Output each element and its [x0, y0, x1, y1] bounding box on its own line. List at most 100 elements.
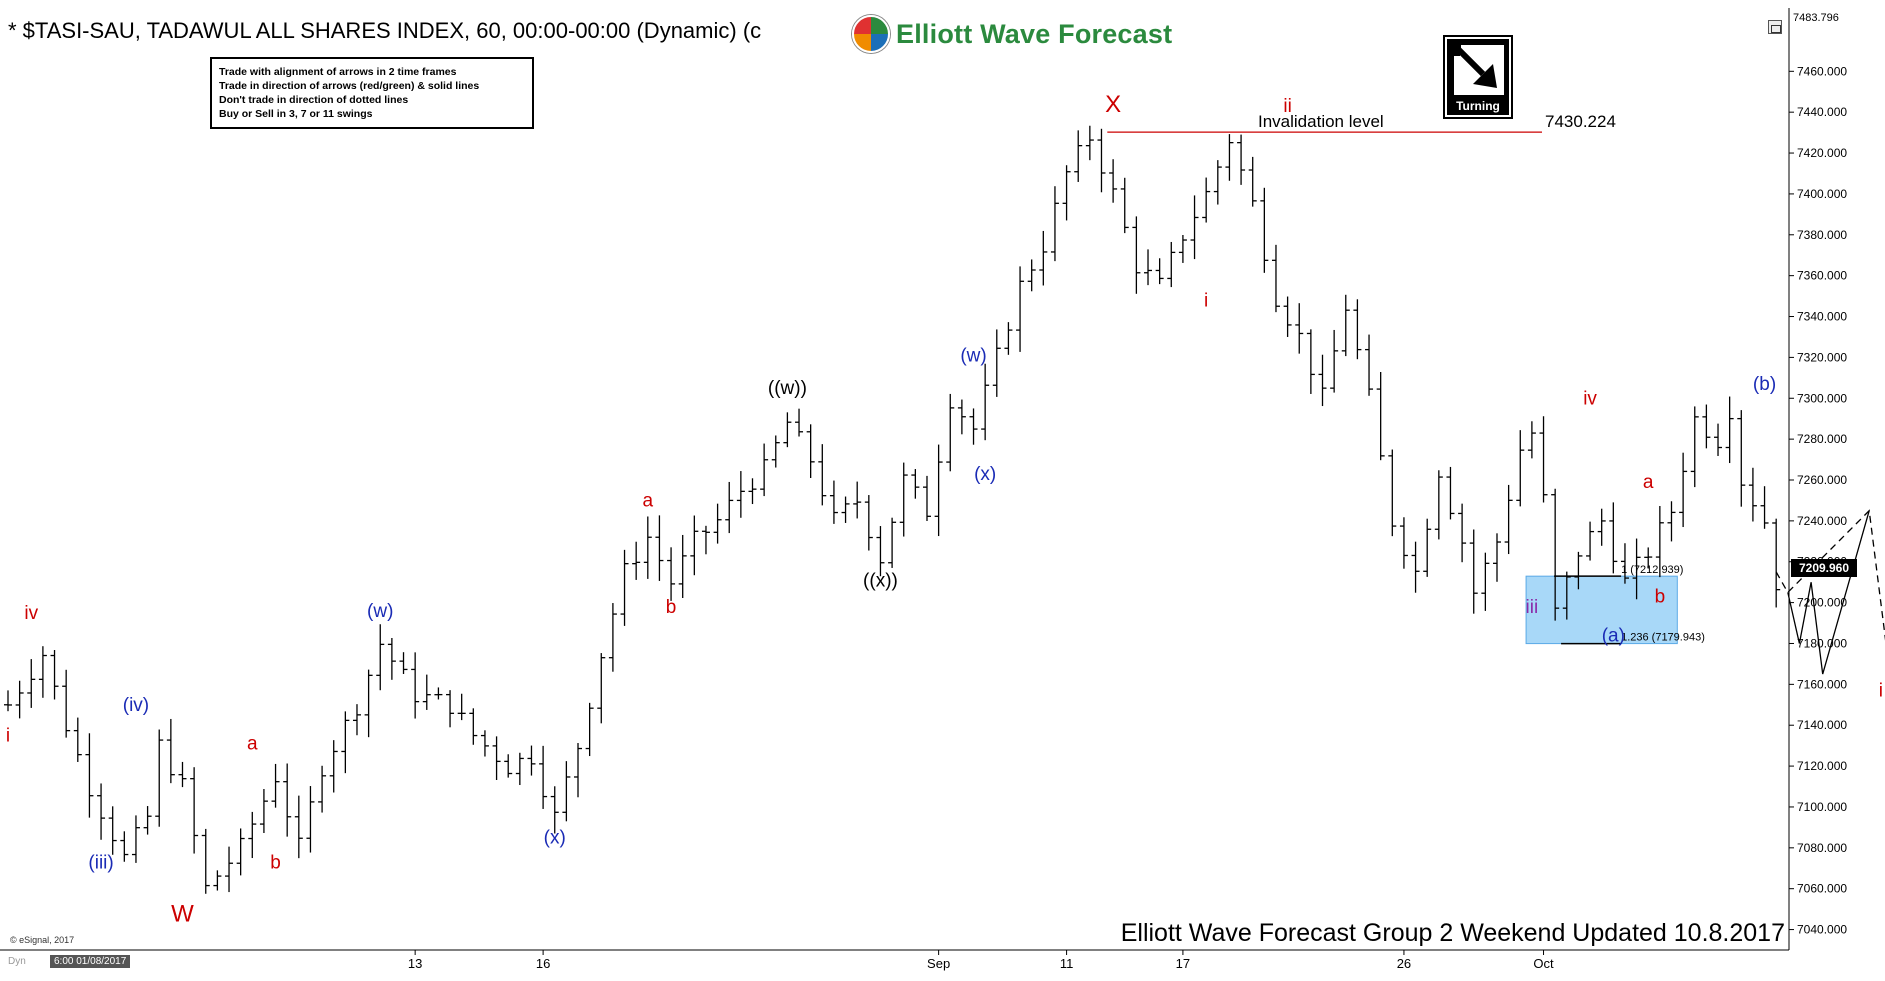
wave-label: i	[6, 726, 10, 747]
ohlc-bar	[1714, 423, 1723, 456]
ohlc-bar	[399, 652, 408, 674]
ohlc-bar	[376, 624, 385, 691]
ohlc-bar	[271, 763, 280, 808]
ohlc-bar	[574, 743, 583, 798]
ohlc-bar	[795, 408, 804, 437]
ohlc-bar	[213, 870, 222, 891]
ohlc-bar	[15, 680, 24, 719]
x-tick-label: 26	[1397, 956, 1411, 971]
chart-title: * $TASI-SAU, TADAWUL ALL SHARES INDEX, 6…	[8, 18, 762, 43]
y-tick-label: 7140.000	[1797, 718, 1847, 732]
ohlc-bar	[981, 363, 990, 441]
ohlc-bar	[678, 534, 687, 599]
top-price-tag: 7483.796	[1793, 12, 1839, 24]
wave-label: i	[1204, 290, 1208, 311]
ohlc-bar	[1062, 165, 1071, 221]
ohlc-bar	[841, 496, 850, 523]
ohlc-bar	[620, 549, 629, 626]
y-tick-label: 7060.000	[1797, 882, 1847, 896]
fib-1-label: 1 (7212.939)	[1621, 564, 1683, 576]
wave-label: b	[1655, 587, 1666, 608]
y-tick-label: 7420.000	[1797, 146, 1847, 160]
ohlc-bar	[143, 806, 152, 835]
ewf-logo: Elliott Wave Forecast	[852, 14, 1172, 54]
ohlc-bar	[27, 659, 36, 708]
logo-text: Elliott Wave Forecast	[896, 18, 1173, 49]
wave-label: a	[1643, 472, 1654, 493]
wave-label: ((w))	[768, 378, 807, 399]
ohlc-bar	[85, 733, 94, 818]
ohlc-bar	[1306, 329, 1315, 394]
ohlc-bar	[50, 650, 59, 700]
y-tick-label: 7340.000	[1797, 310, 1847, 324]
ohlc-bar	[504, 754, 513, 778]
wave-label: (iv)	[123, 695, 149, 716]
turning-label: Turning	[1456, 99, 1500, 113]
ohlc-bar	[1458, 503, 1467, 563]
x-tick-label: 11	[1060, 956, 1074, 971]
ohlc-bar	[1760, 486, 1769, 529]
ohlc-bar	[1237, 134, 1246, 185]
wave-label: i	[1879, 681, 1883, 702]
y-tick-label: 7320.000	[1797, 350, 1847, 364]
ohlc-bar	[1283, 296, 1292, 337]
ohlc-bar	[597, 653, 606, 724]
rule-line: Trade in direction of arrows (red/green)…	[219, 80, 480, 92]
turning-arrow-icon	[1454, 45, 1504, 95]
ohlc-bar	[1620, 543, 1629, 584]
ohlc-bar	[1516, 430, 1525, 507]
restore-window-button[interactable]	[1768, 20, 1782, 34]
y-tick-label: 7080.000	[1797, 841, 1847, 855]
ohlc-bar	[1586, 521, 1595, 561]
y-tick-label: 7100.000	[1797, 800, 1847, 814]
y-tick-label: 7180.000	[1797, 636, 1847, 650]
plot-area	[0, 0, 1789, 950]
ohlc-bar	[992, 329, 1001, 397]
ohlc-bar	[283, 763, 292, 837]
ohlc-bar	[190, 767, 199, 854]
ohlc-bar	[201, 828, 210, 894]
ohlc-bar	[1178, 234, 1187, 263]
wave-label: (w)	[367, 601, 393, 622]
ohlc-bar	[713, 503, 722, 544]
y-tick-label: 7160.000	[1797, 677, 1847, 691]
ohlc-bar	[1446, 466, 1455, 520]
ohlc-bar	[329, 740, 338, 793]
ohlc-bar	[527, 745, 536, 776]
x-tick-label: 13	[408, 956, 422, 971]
ohlc-bar	[1318, 354, 1327, 407]
ohlc-bar	[957, 399, 966, 435]
ohlc-bar	[1679, 452, 1688, 528]
ohlc-bar	[1411, 541, 1420, 593]
ohlc-bar	[515, 752, 524, 786]
ohlc-bar	[387, 637, 396, 680]
y-tick-label: 7300.000	[1797, 391, 1847, 405]
wave-label: (iii)	[88, 852, 113, 873]
turning-badge: Turning	[1443, 35, 1513, 119]
ohlc-bar	[853, 481, 862, 519]
ohlc-bar	[178, 761, 187, 788]
wave-label: W	[171, 900, 194, 927]
y-tick-label: 7120.000	[1797, 759, 1847, 773]
ohlc-bar	[1085, 125, 1094, 161]
ohlc-bar	[1295, 303, 1304, 354]
ohlc-bar	[1388, 449, 1397, 537]
ohlc-bar	[236, 828, 245, 876]
ohlc-bar	[4, 690, 12, 712]
invalidation-value: 7430.224	[1545, 112, 1616, 131]
ohlc-bar	[1574, 551, 1583, 590]
ohlc-bar	[434, 687, 443, 700]
last-price-tag: 7209.960	[1791, 559, 1857, 577]
ohlc-bar	[480, 730, 489, 757]
ohlc-bar	[829, 480, 838, 524]
ohlc-bar	[1365, 334, 1374, 396]
ohlc-bar	[166, 718, 175, 784]
ohlc-bar	[1271, 244, 1280, 313]
ohlc-bar	[457, 693, 466, 721]
ohlc-bar	[411, 652, 420, 719]
wave-label: iv	[24, 603, 38, 624]
ohlc-bar	[690, 515, 699, 576]
ohlc-bar	[1632, 538, 1641, 600]
ohlc-bar	[1644, 547, 1653, 569]
